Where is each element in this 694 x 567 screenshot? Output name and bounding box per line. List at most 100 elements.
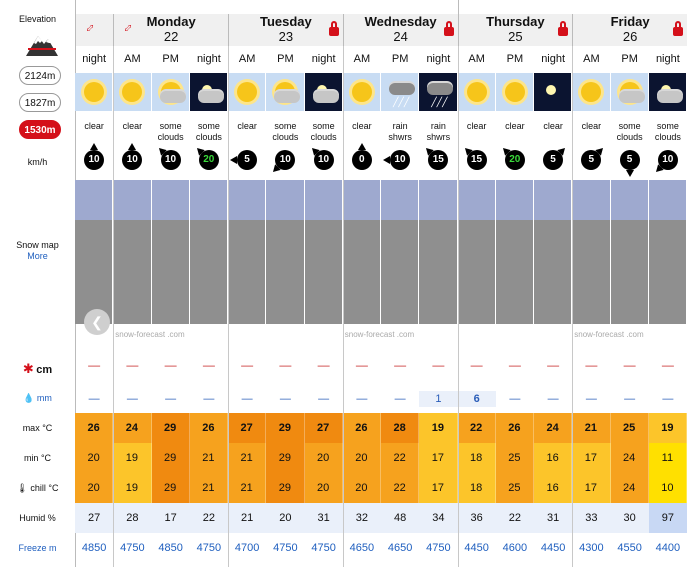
- snow-map-tile[interactable]: [534, 180, 573, 324]
- freeze-cell: 4650: [349, 542, 375, 554]
- wind-direction-arrow-icon: [357, 143, 366, 150]
- snow-row-label: ✱ cm: [0, 361, 75, 377]
- period-label: night: [655, 53, 680, 65]
- snow-map-tile[interactable]: [610, 180, 649, 324]
- temperature-cell: 29: [266, 413, 305, 443]
- snow-map-tile[interactable]: [228, 180, 267, 324]
- snow-map-tile[interactable]: [495, 180, 534, 324]
- weather-description: clear: [84, 121, 104, 131]
- snow-map-tile[interactable]: [457, 180, 496, 324]
- temperature-cell: 20: [342, 443, 381, 473]
- snow-map-tile[interactable]: [266, 180, 305, 324]
- sun-icon: [122, 82, 143, 102]
- temperature-cell: 19: [113, 443, 152, 473]
- rain-value: —: [394, 393, 406, 405]
- lock-icon[interactable]: [443, 21, 454, 36]
- rain-row-label: 💧 mm: [0, 393, 75, 404]
- rain-value: —: [279, 393, 291, 405]
- wind-direction-arrow-icon: [383, 156, 390, 164]
- freeze-cell: 4850: [158, 542, 183, 554]
- day-divider: [342, 46, 344, 567]
- period-label: PM: [277, 53, 294, 65]
- wind-badge: 10: [160, 150, 181, 170]
- temperature-cell: 19: [648, 413, 687, 443]
- snow-map-tile[interactable]: [381, 180, 420, 324]
- temperature-cell: 22: [381, 443, 420, 473]
- snow-map-tile[interactable]: [648, 180, 687, 324]
- map-scroll-left-button[interactable]: ❮: [84, 309, 110, 335]
- expand-icon[interactable]: ⇔: [78, 16, 100, 38]
- freeze-cell: 4450: [464, 542, 489, 554]
- snow-value: —: [317, 358, 330, 372]
- wind-badge: 10: [275, 150, 296, 170]
- lock-icon[interactable]: [673, 21, 683, 36]
- snow-map-tile[interactable]: [572, 180, 611, 324]
- rain-value: —: [624, 393, 636, 405]
- temperature-cell: 17: [572, 473, 611, 503]
- snow-map-tile[interactable]: [151, 180, 190, 324]
- weather-sun-cloud-icon: [266, 73, 305, 111]
- humidity-cell: 21: [228, 503, 267, 533]
- weather-description: some clouds: [272, 121, 299, 142]
- max-temp-row-label: max °C: [22, 423, 53, 433]
- cloud-icon: [389, 83, 415, 95]
- day-header: Monday 22 ⇔: [113, 14, 228, 46]
- map-attribution: snow-forecast .com: [344, 330, 415, 339]
- wind-badge: 10: [84, 150, 104, 170]
- rain-value: —: [356, 393, 368, 405]
- snow-value: —: [241, 358, 254, 372]
- day-name: Monday: [146, 14, 196, 29]
- temperature-cell: 26: [189, 413, 228, 443]
- snow-map-tile[interactable]: [75, 180, 114, 324]
- sea-shape: [572, 180, 610, 220]
- freeze-cell: 4650: [387, 542, 413, 554]
- lock-icon[interactable]: [558, 21, 569, 36]
- day-number: 24: [393, 29, 408, 44]
- cloud-icon: [197, 91, 224, 103]
- weather-rain-cloud-icon: ╱╱╱: [381, 73, 420, 111]
- day-divider: [457, 46, 459, 567]
- weather-description: some clouds: [654, 121, 681, 142]
- temperature-cell: 24: [610, 443, 649, 473]
- humidity-cell: 33: [572, 503, 611, 533]
- period-label: night: [541, 53, 566, 65]
- snow-value: —: [470, 358, 483, 372]
- freeze-cell: 4750: [273, 542, 298, 554]
- temperature-cell: 20: [75, 443, 114, 473]
- day-name: Thursday: [486, 14, 545, 29]
- day-name: Tuesday: [259, 14, 312, 29]
- temperature-cell: 22: [457, 413, 496, 443]
- snow-unit: cm: [36, 364, 53, 376]
- wind-badge: 15: [428, 150, 449, 170]
- temperature-cell: 29: [151, 443, 190, 473]
- snow-map-tile[interactable]: [419, 180, 458, 324]
- land-shape: [610, 220, 648, 324]
- forecast-grid: ⇔ Monday 22 ⇔ Tuesday 23 Wednesday 24 Thursday 25…: [75, 0, 687, 567]
- lock-icon[interactable]: [328, 21, 339, 36]
- temperature-cell: 17: [419, 443, 458, 473]
- period-label: PM: [391, 53, 409, 65]
- elevation-top-button[interactable]: 2124m: [19, 66, 61, 85]
- rain-value: —: [88, 393, 100, 405]
- snow-value: —: [547, 358, 560, 372]
- weather-sun-icon: [495, 73, 534, 111]
- rain-unit: mm: [36, 393, 52, 403]
- weather-sun-icon: [75, 73, 114, 111]
- wind-badge: 5: [581, 150, 602, 170]
- snowmap-more-link[interactable]: More: [27, 251, 48, 261]
- elevation-bottom-button[interactable]: 1530m: [19, 120, 61, 139]
- snow-map-tile[interactable]: [113, 180, 152, 324]
- period-label: night: [196, 53, 221, 65]
- humidity-cell: 97: [648, 503, 687, 533]
- snow-map-tile[interactable]: [189, 180, 228, 324]
- rain-value: 1: [419, 391, 458, 407]
- snow-map-tile[interactable]: [342, 180, 381, 324]
- elevation-mid-button[interactable]: 1827m: [19, 93, 61, 112]
- snow-map-tile[interactable]: [304, 180, 343, 324]
- temperature-cell: 26: [495, 413, 534, 443]
- snowmap-label: Snow map: [16, 240, 59, 250]
- map-attribution: snow-forecast .com: [115, 330, 185, 339]
- land-shape: [189, 220, 227, 324]
- cloud-icon: [618, 91, 645, 103]
- day-header: ⇔: [75, 14, 114, 46]
